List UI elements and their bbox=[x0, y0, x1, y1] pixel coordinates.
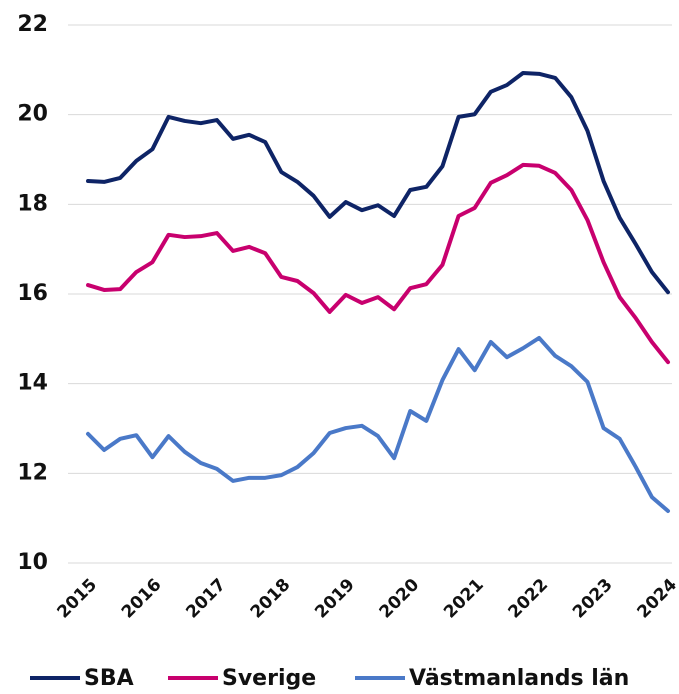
x-tick-label: 2021 bbox=[440, 575, 488, 623]
legend-label: Västmanlands län bbox=[409, 666, 629, 691]
y-tick-label: 12 bbox=[17, 460, 48, 485]
x-tick-label: 2015 bbox=[53, 575, 101, 623]
y-tick-label: 16 bbox=[17, 281, 48, 306]
line-series bbox=[86, 162, 670, 365]
legend-label: Sverige bbox=[222, 666, 316, 691]
line-series bbox=[86, 335, 670, 513]
y-tick-label: 20 bbox=[17, 102, 48, 127]
legend-label: SBA bbox=[84, 666, 134, 691]
x-tick-label: 2018 bbox=[247, 575, 295, 623]
line-series bbox=[86, 70, 670, 295]
x-tick-label: 2023 bbox=[569, 575, 617, 623]
x-tick-label: 2019 bbox=[311, 575, 359, 623]
x-tick-label: 2020 bbox=[376, 575, 424, 623]
x-tick-label: 2022 bbox=[505, 575, 553, 623]
y-tick-label: 14 bbox=[17, 371, 48, 396]
x-tick-label: 2016 bbox=[118, 575, 166, 623]
y-tick-label: 22 bbox=[17, 12, 48, 37]
x-tick-label: 2017 bbox=[182, 575, 230, 623]
y-tick-label: 10 bbox=[17, 550, 48, 575]
y-tick-label: 18 bbox=[17, 191, 48, 216]
x-tick-label: 2024 bbox=[633, 575, 679, 623]
